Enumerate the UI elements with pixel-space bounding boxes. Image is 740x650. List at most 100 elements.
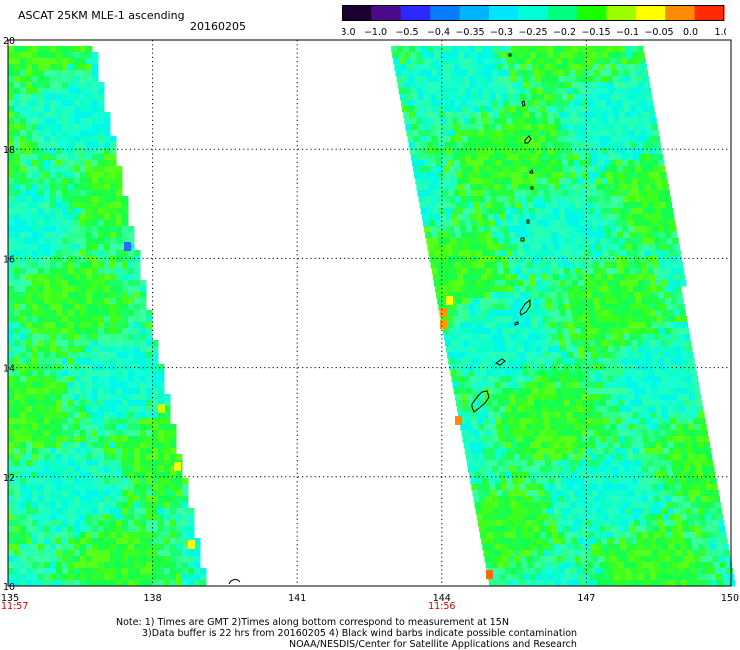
swath-cell [579,352,586,359]
swath-cell [44,58,51,65]
swath-cell [74,178,81,185]
swath-cell [146,310,153,317]
swath-cell [435,94,443,101]
swath-cell [122,364,129,371]
swath-cell [459,190,466,197]
swath-cell [573,190,580,197]
swath-cell [571,46,578,53]
swath-cell [86,508,93,515]
swath-cell [486,238,493,245]
swath-cell [646,130,653,137]
swath-cell [56,520,63,527]
swath-cell [569,430,576,437]
swath-cell [545,334,553,341]
swath-cell [575,268,583,275]
swath-cell [116,358,123,365]
swath-cell [32,346,39,353]
swath-cell [439,82,447,89]
swath-cell [98,88,105,95]
swath-cell [632,346,639,353]
swath-cell [20,160,27,167]
swath-cell [630,106,637,113]
swath-cell [645,352,652,359]
swath-cell [158,466,165,473]
swath-cell [525,58,532,65]
swath-cell [560,184,567,191]
swath-cell [38,346,45,353]
swath-cell [673,406,680,413]
swath-cell [634,64,641,71]
swath-cell [632,52,639,59]
swath-cell [164,538,171,545]
swath-cell [44,160,51,167]
swath-cell [581,166,588,173]
swath-cell [38,172,45,179]
swath-cell [140,496,147,503]
swath-cell [572,412,579,419]
swath-cell [635,334,643,341]
swath-cell [596,382,604,389]
swath-cell [639,286,646,293]
swath-cell [617,70,624,77]
swath-cell [450,340,458,347]
swath-cell [413,136,421,143]
swath-cell [146,460,153,467]
swath-cell [68,58,75,65]
swath-cell [638,118,645,125]
swath-cell [595,244,602,251]
swath-cell [589,406,596,413]
swath-cell [44,76,51,83]
swath-cell [492,340,500,347]
swath-cell [403,46,410,53]
swath-cell [618,142,626,149]
swath-cell [611,298,618,305]
swath-cell [38,184,45,191]
colorbar-segment [400,5,431,21]
swath-cell [494,52,501,59]
swath-cell [562,196,570,203]
swath-cell [8,160,15,167]
swath-cell [14,184,21,191]
swath-cell [68,244,75,251]
swath-cell [116,418,123,425]
swath-cell [38,178,45,185]
swath-cell [128,316,135,323]
swath-cell [56,550,63,557]
swath-cell [642,106,649,113]
swath-cell [488,316,496,323]
swath-cell [44,514,51,521]
swath-cell [110,280,117,287]
swath-cell [450,274,458,281]
swath-cell [56,298,63,305]
swath-cell [146,442,153,449]
swath-cell [68,472,75,479]
swath-cell [44,544,51,551]
swath-cell [609,160,617,167]
swath-cell [80,322,87,329]
swath-cell [668,382,676,389]
swath-cell [128,274,135,281]
swath-cell [475,376,483,383]
swath-cell [483,322,491,329]
swath-cell [490,64,497,71]
swath-cell [50,226,57,233]
swath-cell [8,520,15,527]
swath-cell [483,454,491,461]
swath-cell [472,130,479,137]
swath-cell [610,292,617,299]
swath-cell [558,274,566,281]
swath-cell [490,196,498,203]
swath-cell [530,52,537,59]
swath-cell [62,466,69,473]
swath-cell [658,358,665,365]
swath-cell [62,274,69,281]
swath-cell [523,112,530,119]
swath-cell [662,184,669,191]
swath-cell [629,136,637,143]
swath-cell [415,46,422,53]
swath-cell [499,82,507,89]
swath-cell [540,340,548,347]
swath-cell [637,310,644,317]
swath-cell [128,244,135,251]
swath-cell [625,178,632,185]
